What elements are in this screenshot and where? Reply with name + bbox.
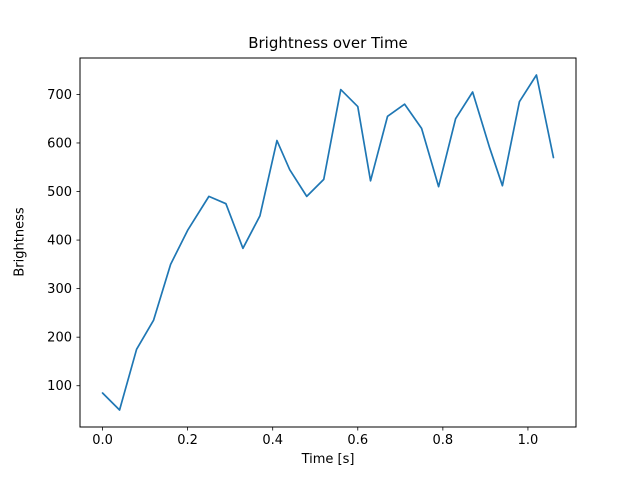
plot-frame xyxy=(79,57,577,428)
y-tick-label: 500 xyxy=(47,185,72,200)
chart-title: Brightness over Time xyxy=(248,34,408,52)
x-tick-label: 1.0 xyxy=(518,433,539,448)
y-tick-label: 300 xyxy=(47,282,72,297)
x-tick-label: 0.6 xyxy=(347,433,368,448)
x-tick-label: 0.4 xyxy=(262,433,283,448)
y-tick-label: 400 xyxy=(47,234,72,249)
y-tick-label: 100 xyxy=(47,379,72,394)
y-axis-label: Brightness xyxy=(12,207,28,277)
x-tick-label: 0.2 xyxy=(177,433,198,448)
x-tick-label: 0.8 xyxy=(433,433,454,448)
brightness-series-line xyxy=(101,74,555,411)
x-axis-label: Time [s] xyxy=(301,452,355,467)
y-tick-label: 200 xyxy=(47,331,72,346)
y-tick-label: 700 xyxy=(47,88,72,103)
y-tick-label: 600 xyxy=(47,136,72,151)
x-tick-label: 0.0 xyxy=(92,433,113,448)
